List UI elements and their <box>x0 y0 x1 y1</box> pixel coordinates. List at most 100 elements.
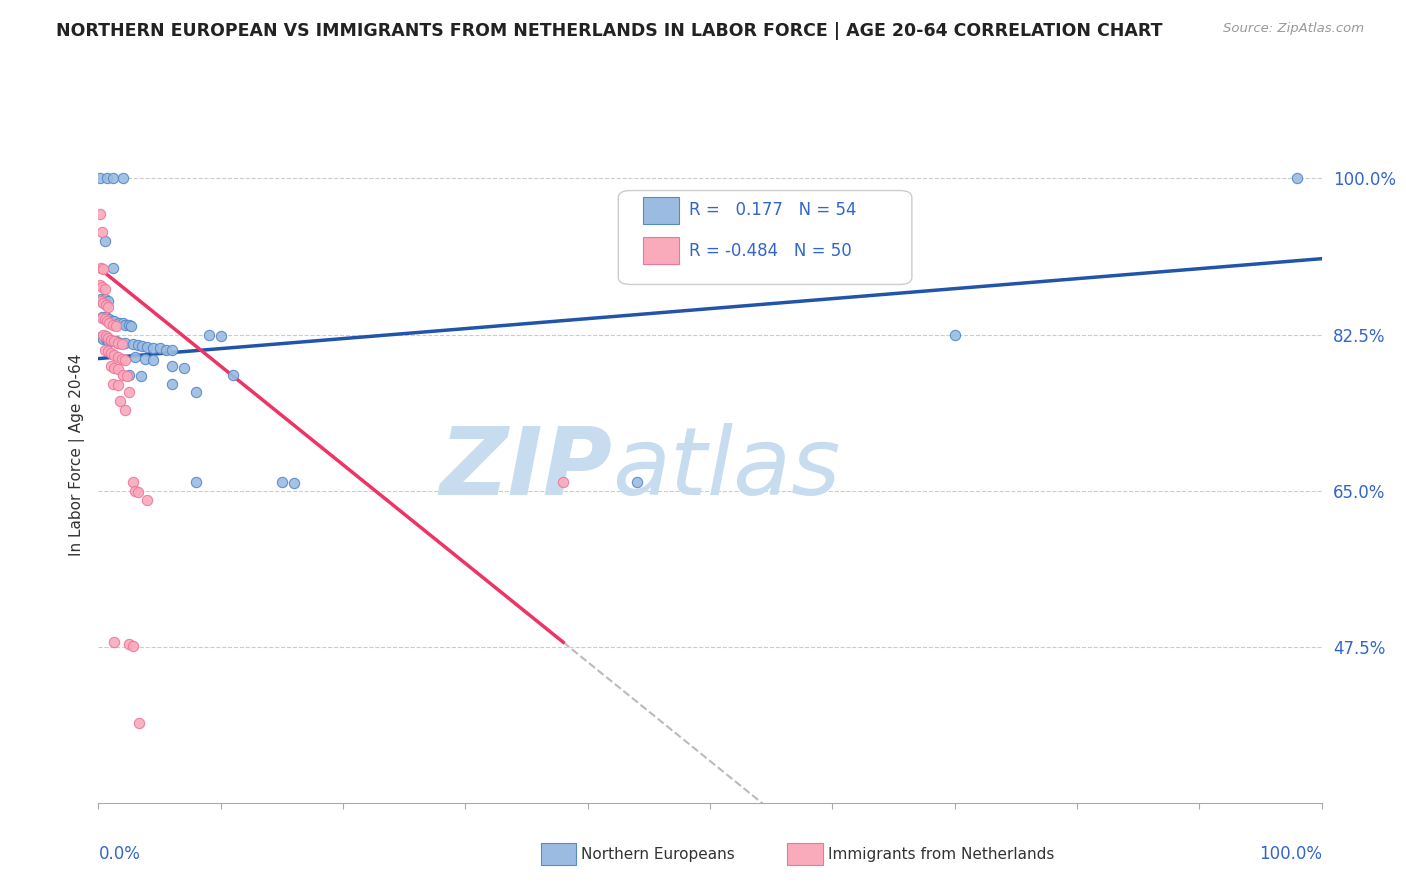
Point <box>93 343 115 357</box>
Text: 100.0%: 100.0% <box>1258 845 1322 863</box>
Point <box>118 368 141 382</box>
Point <box>943 327 966 342</box>
Point <box>107 378 129 392</box>
Point <box>124 483 146 498</box>
Point <box>91 225 114 239</box>
Point <box>90 330 112 344</box>
Point <box>110 336 132 351</box>
Point <box>101 260 124 275</box>
Point <box>90 260 112 275</box>
Point <box>107 335 129 350</box>
Point <box>100 359 122 373</box>
Point <box>121 337 143 351</box>
Point <box>100 334 122 348</box>
FancyBboxPatch shape <box>619 191 912 285</box>
Point <box>91 296 114 310</box>
Point <box>93 234 115 248</box>
Point <box>93 312 115 326</box>
Point <box>127 338 149 352</box>
Point <box>129 369 152 384</box>
Point <box>104 319 127 334</box>
Point <box>121 639 143 653</box>
Point <box>626 475 648 489</box>
Point <box>101 171 124 186</box>
Point <box>160 359 183 373</box>
Bar <box>643 237 679 263</box>
Point <box>1286 171 1309 186</box>
Point <box>111 171 134 186</box>
Point <box>89 278 111 293</box>
Text: 0.0%: 0.0% <box>98 845 141 863</box>
Point <box>107 350 129 364</box>
Point <box>100 346 122 360</box>
Point <box>89 171 111 186</box>
Point <box>101 376 124 391</box>
Point <box>91 327 114 342</box>
Point <box>90 292 112 306</box>
Point <box>160 376 183 391</box>
Point <box>91 280 114 294</box>
Point <box>173 360 195 375</box>
Point <box>94 298 117 312</box>
Point <box>115 369 138 384</box>
Point <box>111 337 134 351</box>
Point <box>103 360 125 375</box>
Point <box>121 475 143 489</box>
Text: NORTHERN EUROPEAN VS IMMIGRANTS FROM NETHERLANDS IN LABOR FORCE | AGE 20-64 CORR: NORTHERN EUROPEAN VS IMMIGRANTS FROM NET… <box>56 22 1163 40</box>
Point <box>114 336 136 351</box>
Point <box>93 282 115 296</box>
Point <box>142 341 165 355</box>
Point <box>136 340 159 354</box>
Point <box>97 344 120 359</box>
Point <box>100 333 122 347</box>
Point <box>149 341 172 355</box>
Point <box>97 334 120 348</box>
Point <box>128 715 150 730</box>
Point <box>96 171 118 186</box>
Point <box>114 403 136 417</box>
Text: atlas: atlas <box>612 424 841 515</box>
Point <box>124 350 146 364</box>
Point <box>111 351 134 366</box>
Point <box>111 316 134 330</box>
Point <box>197 327 219 342</box>
Point <box>127 485 149 500</box>
Text: R = -0.484   N = 50: R = -0.484 N = 50 <box>689 242 852 260</box>
Point <box>110 394 132 409</box>
Point <box>114 318 136 332</box>
Point <box>142 353 165 368</box>
Point <box>90 294 112 309</box>
Point <box>114 353 136 368</box>
Point <box>186 475 208 489</box>
Point <box>94 332 117 346</box>
Point <box>155 343 177 357</box>
Point <box>283 476 305 491</box>
Point <box>101 314 124 328</box>
Text: ZIP: ZIP <box>439 423 612 515</box>
Text: R =   0.177   N = 54: R = 0.177 N = 54 <box>689 201 856 219</box>
Point <box>120 319 142 334</box>
Text: Northern Europeans: Northern Europeans <box>581 847 734 862</box>
Point <box>270 475 294 489</box>
Point <box>91 310 114 324</box>
Point <box>136 492 159 507</box>
Point <box>103 334 125 348</box>
Point <box>209 329 232 343</box>
Point <box>103 348 125 362</box>
Point <box>118 385 141 400</box>
Text: Source: ZipAtlas.com: Source: ZipAtlas.com <box>1223 22 1364 36</box>
Point <box>91 310 114 325</box>
Point <box>118 318 141 332</box>
Point <box>111 368 134 382</box>
Point <box>91 262 114 277</box>
Point <box>134 351 156 366</box>
Point <box>108 316 131 330</box>
Point <box>103 635 125 649</box>
Point <box>89 207 111 221</box>
Point <box>93 292 115 306</box>
Point <box>107 335 129 350</box>
Text: Immigrants from Netherlands: Immigrants from Netherlands <box>828 847 1054 862</box>
Bar <box>643 197 679 224</box>
Point <box>104 334 127 348</box>
Point <box>94 329 117 343</box>
